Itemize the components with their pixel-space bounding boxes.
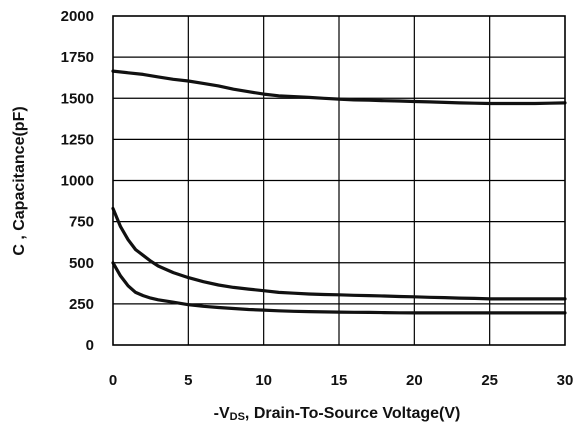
- x-axis-label: -VDS, Drain-To-Source Voltage(V): [214, 405, 461, 423]
- y-tick-label: 1750: [61, 49, 94, 66]
- y-tick-label: 1000: [61, 173, 94, 190]
- x-tick-label: 25: [481, 372, 498, 389]
- series-group: [111, 69, 567, 315]
- x-tick-label: 20: [406, 372, 423, 389]
- x-tick-labels: 0 5 10 15 20 25 30: [109, 372, 574, 389]
- x-axis-label-prefix: -V: [214, 405, 230, 422]
- y-tick-label: 2000: [61, 8, 94, 25]
- y-tick-label: 500: [69, 255, 94, 272]
- series-line-1: [111, 69, 567, 106]
- y-tick-label: 0: [86, 337, 94, 354]
- x-tick-label: 5: [184, 372, 192, 389]
- y-tick-label: 250: [69, 296, 94, 313]
- x-axis-label-subscript: DS: [230, 411, 245, 423]
- x-tick-label: 30: [557, 372, 574, 389]
- y-tick-label: 1500: [61, 90, 94, 107]
- x-tick-label: 0: [109, 372, 117, 389]
- x-axis-label-suffix: , Drain-To-Source Voltage(V): [245, 405, 460, 422]
- series-line-2: [111, 206, 567, 301]
- plot-frame: [112, 15, 566, 346]
- y-tick-label: 750: [69, 214, 94, 231]
- x-tick-label: 15: [331, 372, 348, 389]
- x-tick-label: 10: [255, 372, 272, 389]
- series-line-3: [111, 261, 567, 315]
- y-axis-label: C , Capacitance(pF): [11, 106, 28, 255]
- y-tick-labels: 0 250 500 750 1000 1250 1500 1750 2000: [61, 8, 94, 354]
- y-tick-label: 1250: [61, 131, 94, 148]
